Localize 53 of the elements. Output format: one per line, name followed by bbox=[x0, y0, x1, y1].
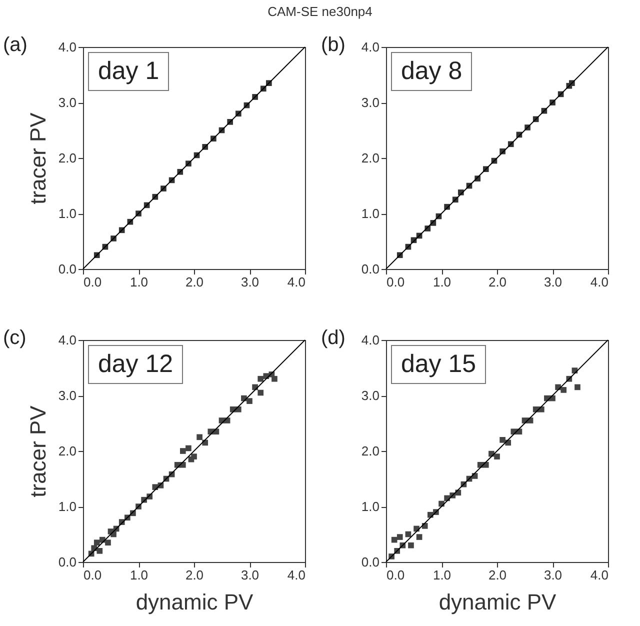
x-tick-label: 3.0 bbox=[544, 274, 562, 290]
annotation: day 15 bbox=[391, 345, 486, 384]
y-tick-label: 2.0 bbox=[361, 444, 380, 458]
x-tick-label: 2.0 bbox=[488, 568, 507, 582]
y-tick-label: 3.0 bbox=[361, 95, 380, 110]
chart-title: CAM-SE ne30np4 bbox=[266, 4, 374, 19]
x-tick-label: 3.0 bbox=[240, 274, 260, 290]
x-tick-label: 1.0 bbox=[432, 568, 452, 582]
annotation: day 1 bbox=[88, 52, 170, 91]
x-tick-label: 2.0 bbox=[185, 274, 204, 290]
y-tick-label: 0.0 bbox=[58, 262, 76, 276]
y-tick-label: 3.0 bbox=[58, 95, 76, 110]
annotation: day 8 bbox=[391, 52, 472, 91]
x-tick-label: 1.0 bbox=[130, 274, 148, 290]
y-tick-label: 4.0 bbox=[58, 40, 76, 54]
y-tick-label: 0.0 bbox=[58, 554, 76, 570]
x-tick-label: 4.0 bbox=[287, 568, 306, 582]
x-tick-label: 4.0 bbox=[590, 274, 608, 290]
text: (c) bbox=[3, 327, 26, 350]
y-axis-title: tracer PV bbox=[25, 112, 50, 204]
x-axis-title: dynamic PV bbox=[438, 590, 557, 614]
x-tick-label: 4.0 bbox=[287, 274, 306, 290]
y-tick-label: 4.0 bbox=[361, 332, 380, 348]
x-tick-label: 2.0 bbox=[488, 274, 507, 290]
y-tick-label: 2.0 bbox=[58, 444, 76, 458]
y-tick-label: 1.0 bbox=[361, 499, 380, 514]
y-tick-label: 4.0 bbox=[58, 332, 76, 348]
x-tick-label: 2.0 bbox=[185, 568, 204, 582]
x-tick-label: 1.0 bbox=[130, 568, 148, 582]
x-tick-label: 3.0 bbox=[240, 568, 260, 582]
y-tick-label: 1.0 bbox=[58, 206, 76, 221]
y-tick-label: 3.0 bbox=[361, 388, 380, 403]
y-axis-title: tracer PV bbox=[25, 405, 50, 498]
x-tick-label: 0.0 bbox=[84, 568, 102, 582]
text: (b) bbox=[321, 34, 346, 57]
y-tick-label: 2.0 bbox=[361, 150, 380, 166]
x-axis-title: dynamic PV bbox=[136, 590, 254, 614]
y-tick-label: 0.0 bbox=[361, 262, 380, 276]
x-tick-label: 4.0 bbox=[590, 568, 608, 582]
text: (d) bbox=[321, 327, 346, 350]
x-tick-label: 3.0 bbox=[544, 568, 562, 582]
y-tick-label: 3.0 bbox=[58, 388, 76, 403]
x-tick-label: 1.0 bbox=[432, 274, 452, 290]
y-tick-label: 1.0 bbox=[58, 499, 76, 514]
y-tick-label: 1.0 bbox=[361, 206, 380, 221]
x-tick-label: 0.0 bbox=[84, 274, 102, 290]
y-tick-label: 2.0 bbox=[58, 150, 76, 166]
annotation: day 12 bbox=[88, 345, 184, 384]
y-tick-label: 4.0 bbox=[361, 40, 380, 54]
text: (a) bbox=[3, 34, 28, 57]
x-tick-label: 0.0 bbox=[386, 274, 405, 290]
x-tick-label: 0.0 bbox=[386, 568, 405, 582]
y-tick-label: 0.0 bbox=[361, 554, 380, 570]
